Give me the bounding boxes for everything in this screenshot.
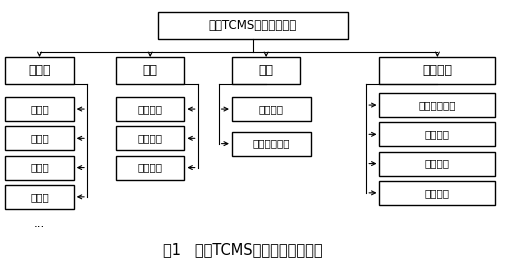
Bar <box>5 156 74 180</box>
Text: 配置工具: 配置工具 <box>425 129 450 139</box>
Text: 控制库: 控制库 <box>30 133 49 143</box>
Text: 诊断驱动: 诊断驱动 <box>138 163 163 173</box>
Bar <box>379 152 495 176</box>
Bar <box>116 97 184 121</box>
Bar <box>379 93 495 117</box>
Bar <box>5 97 74 121</box>
Bar <box>158 12 348 39</box>
Bar <box>232 57 300 84</box>
Bar <box>379 122 495 146</box>
Bar <box>232 97 311 121</box>
Text: ···: ··· <box>34 221 45 234</box>
Text: 驱动: 驱动 <box>143 64 158 77</box>
Text: 通信库: 通信库 <box>30 192 49 202</box>
Text: 列车TCMS软件开发平台: 列车TCMS软件开发平台 <box>209 19 297 32</box>
Bar <box>116 156 184 180</box>
Text: 编译工具: 编译工具 <box>425 159 450 169</box>
Bar <box>116 57 184 84</box>
Bar <box>116 126 184 150</box>
Bar <box>379 181 495 205</box>
Text: 硬件驱动: 硬件驱动 <box>138 133 163 143</box>
Text: 功能库: 功能库 <box>28 64 51 77</box>
Text: 插件工具: 插件工具 <box>423 64 452 77</box>
Text: 监控工具: 监控工具 <box>425 188 450 198</box>
Bar <box>232 132 311 156</box>
Bar <box>5 126 74 150</box>
Text: 服务: 服务 <box>259 64 274 77</box>
Text: 图1   列车TCMS软件开发平台功能: 图1 列车TCMS软件开发平台功能 <box>163 242 322 257</box>
Bar <box>5 57 74 84</box>
Text: 变量管理工具: 变量管理工具 <box>418 100 456 110</box>
Text: 算法库: 算法库 <box>30 104 49 114</box>
Bar <box>5 185 74 209</box>
Text: 逻辑库: 逻辑库 <box>30 163 49 173</box>
Text: 通信驱动: 通信驱动 <box>138 104 163 114</box>
Bar <box>379 57 495 84</box>
Text: 人机接口服务: 人机接口服务 <box>252 139 290 149</box>
Text: 调度服务: 调度服务 <box>259 104 284 114</box>
